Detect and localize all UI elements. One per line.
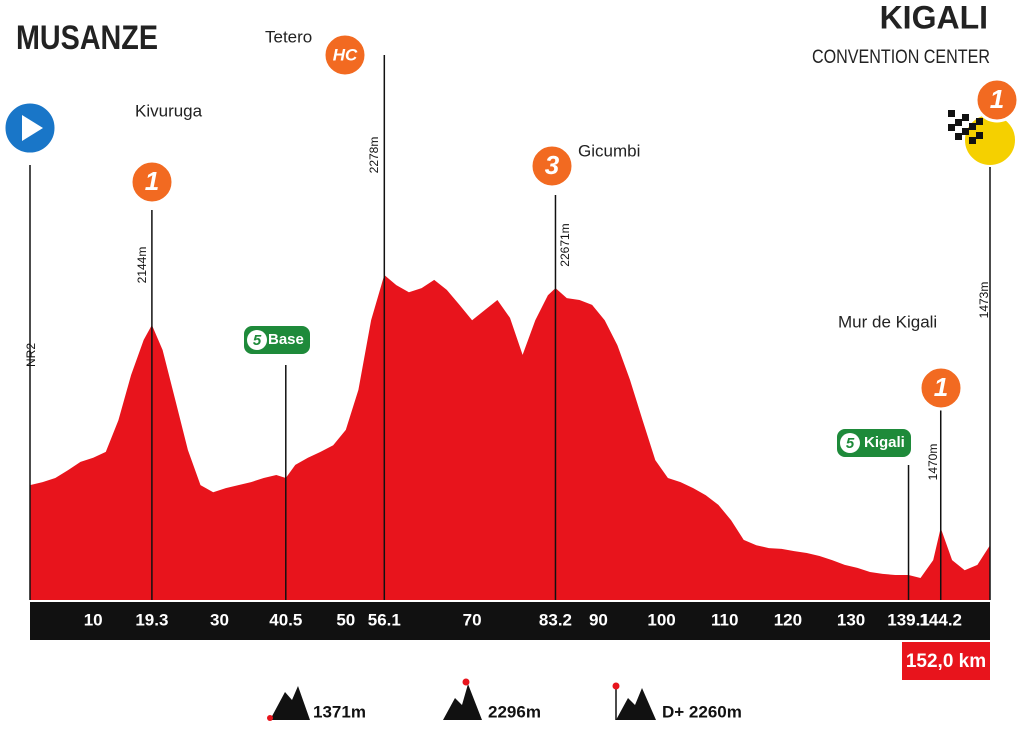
elevation-area xyxy=(30,275,990,600)
elevation-label: 2144m xyxy=(135,247,149,284)
x-axis-bar xyxy=(30,602,990,640)
climb-name: Base xyxy=(268,331,304,348)
legend-label: 1371m xyxy=(313,702,366,721)
climb-badge xyxy=(918,365,964,411)
sprint-badge xyxy=(840,433,860,453)
climb-category: 1 xyxy=(145,166,159,196)
legend: 1371m 2296m D+ 2260m xyxy=(267,678,742,721)
x-tick-label: 70 xyxy=(463,610,482,629)
sprint-icon: 5 xyxy=(846,435,855,452)
finish-flag xyxy=(969,123,976,130)
climb-badge xyxy=(129,159,175,205)
climb-category: 3 xyxy=(545,150,560,180)
climb-name: Tetero xyxy=(265,27,312,46)
distance-label: 152,0 km xyxy=(906,651,986,672)
finish-title: KIGALI xyxy=(880,0,988,35)
climb-badge xyxy=(974,77,1020,123)
climb-name: Gicumbi xyxy=(578,141,640,160)
x-tick-label: 56.1 xyxy=(368,610,401,629)
finish-flag xyxy=(955,133,962,140)
legend-label: D+ 2260m xyxy=(662,702,742,721)
legend-icon xyxy=(612,682,620,690)
x-tick-label: 144.2 xyxy=(919,610,962,629)
x-tick-label: 110 xyxy=(711,610,738,629)
start-title: MUSANZE xyxy=(16,19,158,57)
start-icon xyxy=(22,115,43,141)
finish-flag xyxy=(976,132,983,139)
distance-box xyxy=(902,642,990,680)
climb-name: Mur de Kigali xyxy=(838,312,937,331)
x-tick-label: 30 xyxy=(210,610,229,629)
elevation-label: NR2 xyxy=(24,343,38,367)
sprint-badge xyxy=(247,330,267,350)
x-tick-label: 90 xyxy=(589,610,608,629)
finish-flag xyxy=(969,137,976,144)
x-tick-label: 120 xyxy=(774,610,802,629)
climb-category: 1 xyxy=(934,372,948,402)
elevation-label: 1473m xyxy=(977,282,991,319)
legend-icon xyxy=(267,715,273,721)
x-tick-label: 100 xyxy=(647,610,675,629)
finish-flag xyxy=(948,124,955,131)
climb-name: Kigali xyxy=(864,434,905,451)
elevation-label: 2278m xyxy=(367,137,381,174)
x-tick-label: 50 xyxy=(336,610,355,629)
x-tick-label: 83.2 xyxy=(539,610,572,629)
elevation-label: 22671m xyxy=(558,223,572,266)
legend-icon xyxy=(616,688,656,720)
x-tick-label: 10 xyxy=(84,610,103,629)
finish-subtitle: CONVENTION CENTER xyxy=(812,47,990,68)
climb-badge xyxy=(529,143,575,189)
sprint-icon: 5 xyxy=(253,332,262,349)
x-tick-label: 130 xyxy=(837,610,865,629)
legend-icon xyxy=(443,684,482,720)
legend-icon xyxy=(462,678,470,686)
climb-badge xyxy=(322,32,368,78)
finish-flag xyxy=(962,114,969,121)
legend-label: 2296m xyxy=(488,702,541,721)
climb-category: 1 xyxy=(990,84,1004,114)
climb-name: Kivuruga xyxy=(135,101,203,120)
finish-flag xyxy=(955,119,962,126)
finish-flag xyxy=(962,128,969,135)
x-tick-label: 139.1 xyxy=(887,610,930,629)
climb-category: HC xyxy=(333,45,358,64)
finish-flag xyxy=(948,110,955,117)
x-tick-label: 40.5 xyxy=(269,610,302,629)
elevation-label: 1470m xyxy=(926,444,940,481)
finish-flag xyxy=(976,118,983,125)
x-tick-label: 19.3 xyxy=(135,610,168,629)
legend-icon xyxy=(270,686,310,720)
